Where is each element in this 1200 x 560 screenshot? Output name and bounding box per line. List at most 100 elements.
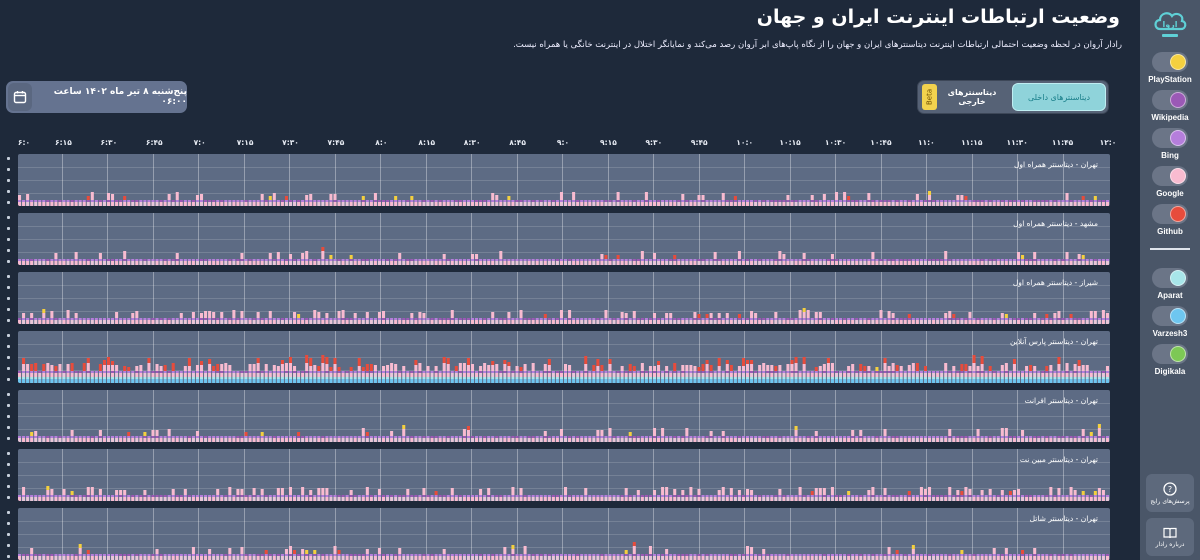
- status-bar-segment: [1008, 491, 1012, 495]
- status-bar-segment: [102, 497, 106, 501]
- status-bar-segment: [661, 487, 665, 495]
- status-bar-segment: [697, 314, 701, 318]
- status-bar-segment: [365, 200, 369, 202]
- status-bar-segment: [584, 371, 588, 373]
- status-bar-segment: [272, 259, 276, 261]
- y-axis-tick: [7, 249, 10, 252]
- status-bar-segment: [624, 259, 628, 261]
- status-bar-segment: [329, 436, 333, 438]
- status-bar-segment: [301, 379, 305, 383]
- status-bar-segment: [167, 261, 171, 265]
- status-bar-segment: [628, 377, 632, 379]
- status-bar-segment: [276, 554, 280, 556]
- status-bar-segment: [365, 261, 369, 265]
- status-bar-segment: [341, 495, 345, 497]
- calendar-icon[interactable]: [8, 83, 33, 111]
- status-bar-segment: [899, 259, 903, 261]
- grid-line: [1017, 331, 1018, 383]
- status-bar-segment: [123, 495, 127, 497]
- status-bar-segment: [26, 497, 30, 501]
- status-bar-segment: [483, 318, 487, 320]
- status-bar-segment: [721, 497, 725, 501]
- status-bar-segment: [778, 489, 782, 495]
- status-bar-segment: [665, 497, 669, 501]
- status-bar-segment: [725, 200, 729, 202]
- status-bar-segment: [94, 318, 98, 320]
- status-bar-segment: [305, 318, 309, 320]
- status-bar-segment: [18, 259, 22, 261]
- status-bar-segment: [377, 318, 381, 320]
- status-bar-segment: [624, 554, 628, 556]
- time-tick-label: ۶:۳۰: [100, 138, 118, 147]
- status-bar-segment: [794, 377, 798, 379]
- grid-line: [698, 508, 700, 560]
- status-bar-segment: [928, 373, 932, 377]
- y-axis-tick: [7, 286, 10, 289]
- status-bar-segment: [1029, 202, 1033, 206]
- status-bar-segment: [887, 438, 891, 442]
- status-bar-segment: [361, 554, 365, 556]
- status-bar-segment: [272, 379, 276, 383]
- status-bar-segment: [1105, 497, 1109, 501]
- status-bar-segment: [915, 436, 919, 438]
- status-bar-segment: [329, 495, 333, 497]
- status-bar-segment: [996, 200, 1000, 202]
- status-bar-segment: [179, 379, 183, 383]
- grid-line: [243, 449, 245, 501]
- status-bar-segment: [462, 379, 466, 383]
- status-bar-segment: [175, 192, 179, 200]
- status-bar-segment: [127, 261, 131, 265]
- status-bar-segment: [446, 554, 450, 556]
- status-bar-segment: [834, 436, 839, 438]
- status-bar-segment: [555, 320, 559, 324]
- status-bar-segment: [127, 432, 131, 436]
- status-bar-segment: [592, 377, 596, 379]
- status-bar-segment: [212, 373, 216, 377]
- status-bar-segment: [928, 320, 932, 324]
- status-bar-segment: [280, 364, 284, 371]
- status-bar-segment: [159, 371, 163, 373]
- status-bar-segment: [1101, 320, 1105, 324]
- status-bar-segment: [220, 373, 224, 377]
- status-bar-segment: [596, 359, 600, 366]
- grid-line: [789, 154, 791, 206]
- status-bar-segment: [806, 373, 810, 377]
- status-bar-segment: [794, 436, 798, 438]
- status-bar-segment: [1061, 259, 1065, 261]
- status-bar-segment: [903, 379, 907, 383]
- status-bar-segment: [260, 497, 264, 501]
- status-bar-segment: [515, 318, 519, 320]
- status-bar-segment: [361, 371, 365, 373]
- status-bar-segment: [38, 379, 42, 383]
- status-bar-segment: [855, 259, 859, 261]
- status-bar-segment: [317, 556, 321, 560]
- status-bar-segment: [462, 436, 466, 438]
- status-bar-segment: [309, 490, 313, 495]
- tab-internal-datacenters[interactable]: دیتاسنترهای داخلی: [1012, 83, 1106, 111]
- status-bar-segment: [636, 379, 640, 383]
- status-bar-segment: [547, 497, 551, 501]
- status-bar-segment: [171, 200, 175, 202]
- status-bar-segment: [1105, 202, 1109, 206]
- date-picker[interactable]: پنج‌شنبه ۸ تیر ماه ۱۴۰۲ ساعت ۰۶:۰۰: [6, 81, 187, 113]
- status-bar-segment: [293, 497, 297, 501]
- grid-line: [1062, 331, 1064, 383]
- status-bar-segment: [341, 438, 345, 442]
- grid-line: [1062, 449, 1064, 501]
- status-bar-segment: [224, 363, 228, 371]
- status-bar-segment: [1105, 320, 1109, 324]
- status-bars: [18, 424, 1109, 442]
- status-bar-segment: [297, 320, 301, 324]
- status-bar-segment: [70, 320, 74, 324]
- status-bar-segment: [123, 373, 127, 377]
- tab-external-datacenters[interactable]: دیتاسنترهای خارجی: [947, 88, 997, 106]
- status-bar-segment: [689, 320, 693, 324]
- status-bar-segment: [681, 436, 685, 438]
- grid-line: [243, 272, 245, 324]
- status-bar-segment: [551, 495, 555, 497]
- status-bar-segment: [822, 320, 826, 324]
- status-bar-segment: [580, 497, 584, 501]
- status-bar-segment: [139, 373, 143, 377]
- y-axis-tick: [7, 415, 10, 418]
- status-bar-segment: [559, 554, 563, 556]
